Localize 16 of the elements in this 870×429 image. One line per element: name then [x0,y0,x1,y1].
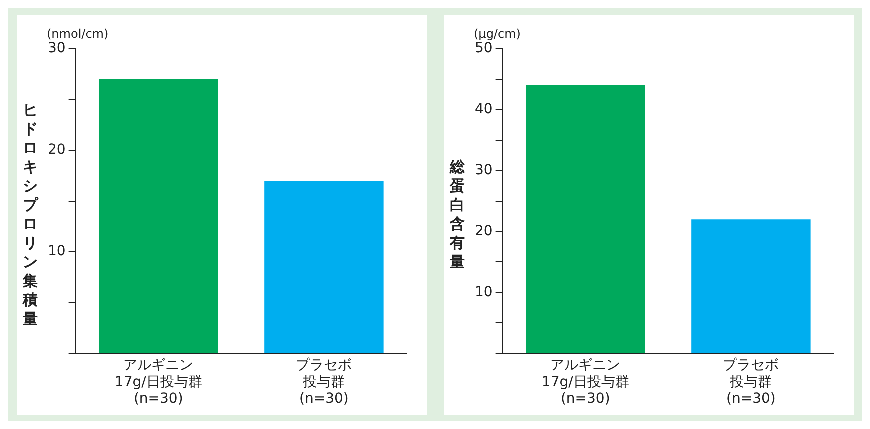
x-tick-label: アルギニン17g/日投与群(n=30) [541,358,629,408]
text: (nmol/cm) [46,27,108,42]
y-tick-label: 10 [47,244,66,260]
y-tick-label: 30 [47,40,66,57]
y-tick-label: 50 [474,40,492,57]
x-tick-label: アルギニン17g/日投与群(n=30) [114,358,202,408]
y-tick-label: 40 [474,102,492,118]
y-tick-label: 20 [47,142,66,158]
text: (μg/cm) [474,27,520,42]
y-tick-label: 10 [474,284,492,300]
y-tick-label: 30 [474,162,492,178]
y-tick-label: 20 [474,223,492,240]
y-axis-title: 総蛋白含有量 [450,158,466,272]
x-tick-label: プラセボ投与群(n=30) [296,358,352,408]
x-tick-label: プラセボ投与群(n=30) [722,358,779,408]
text: ヒドロキシプロリン集積量 [23,100,38,328]
